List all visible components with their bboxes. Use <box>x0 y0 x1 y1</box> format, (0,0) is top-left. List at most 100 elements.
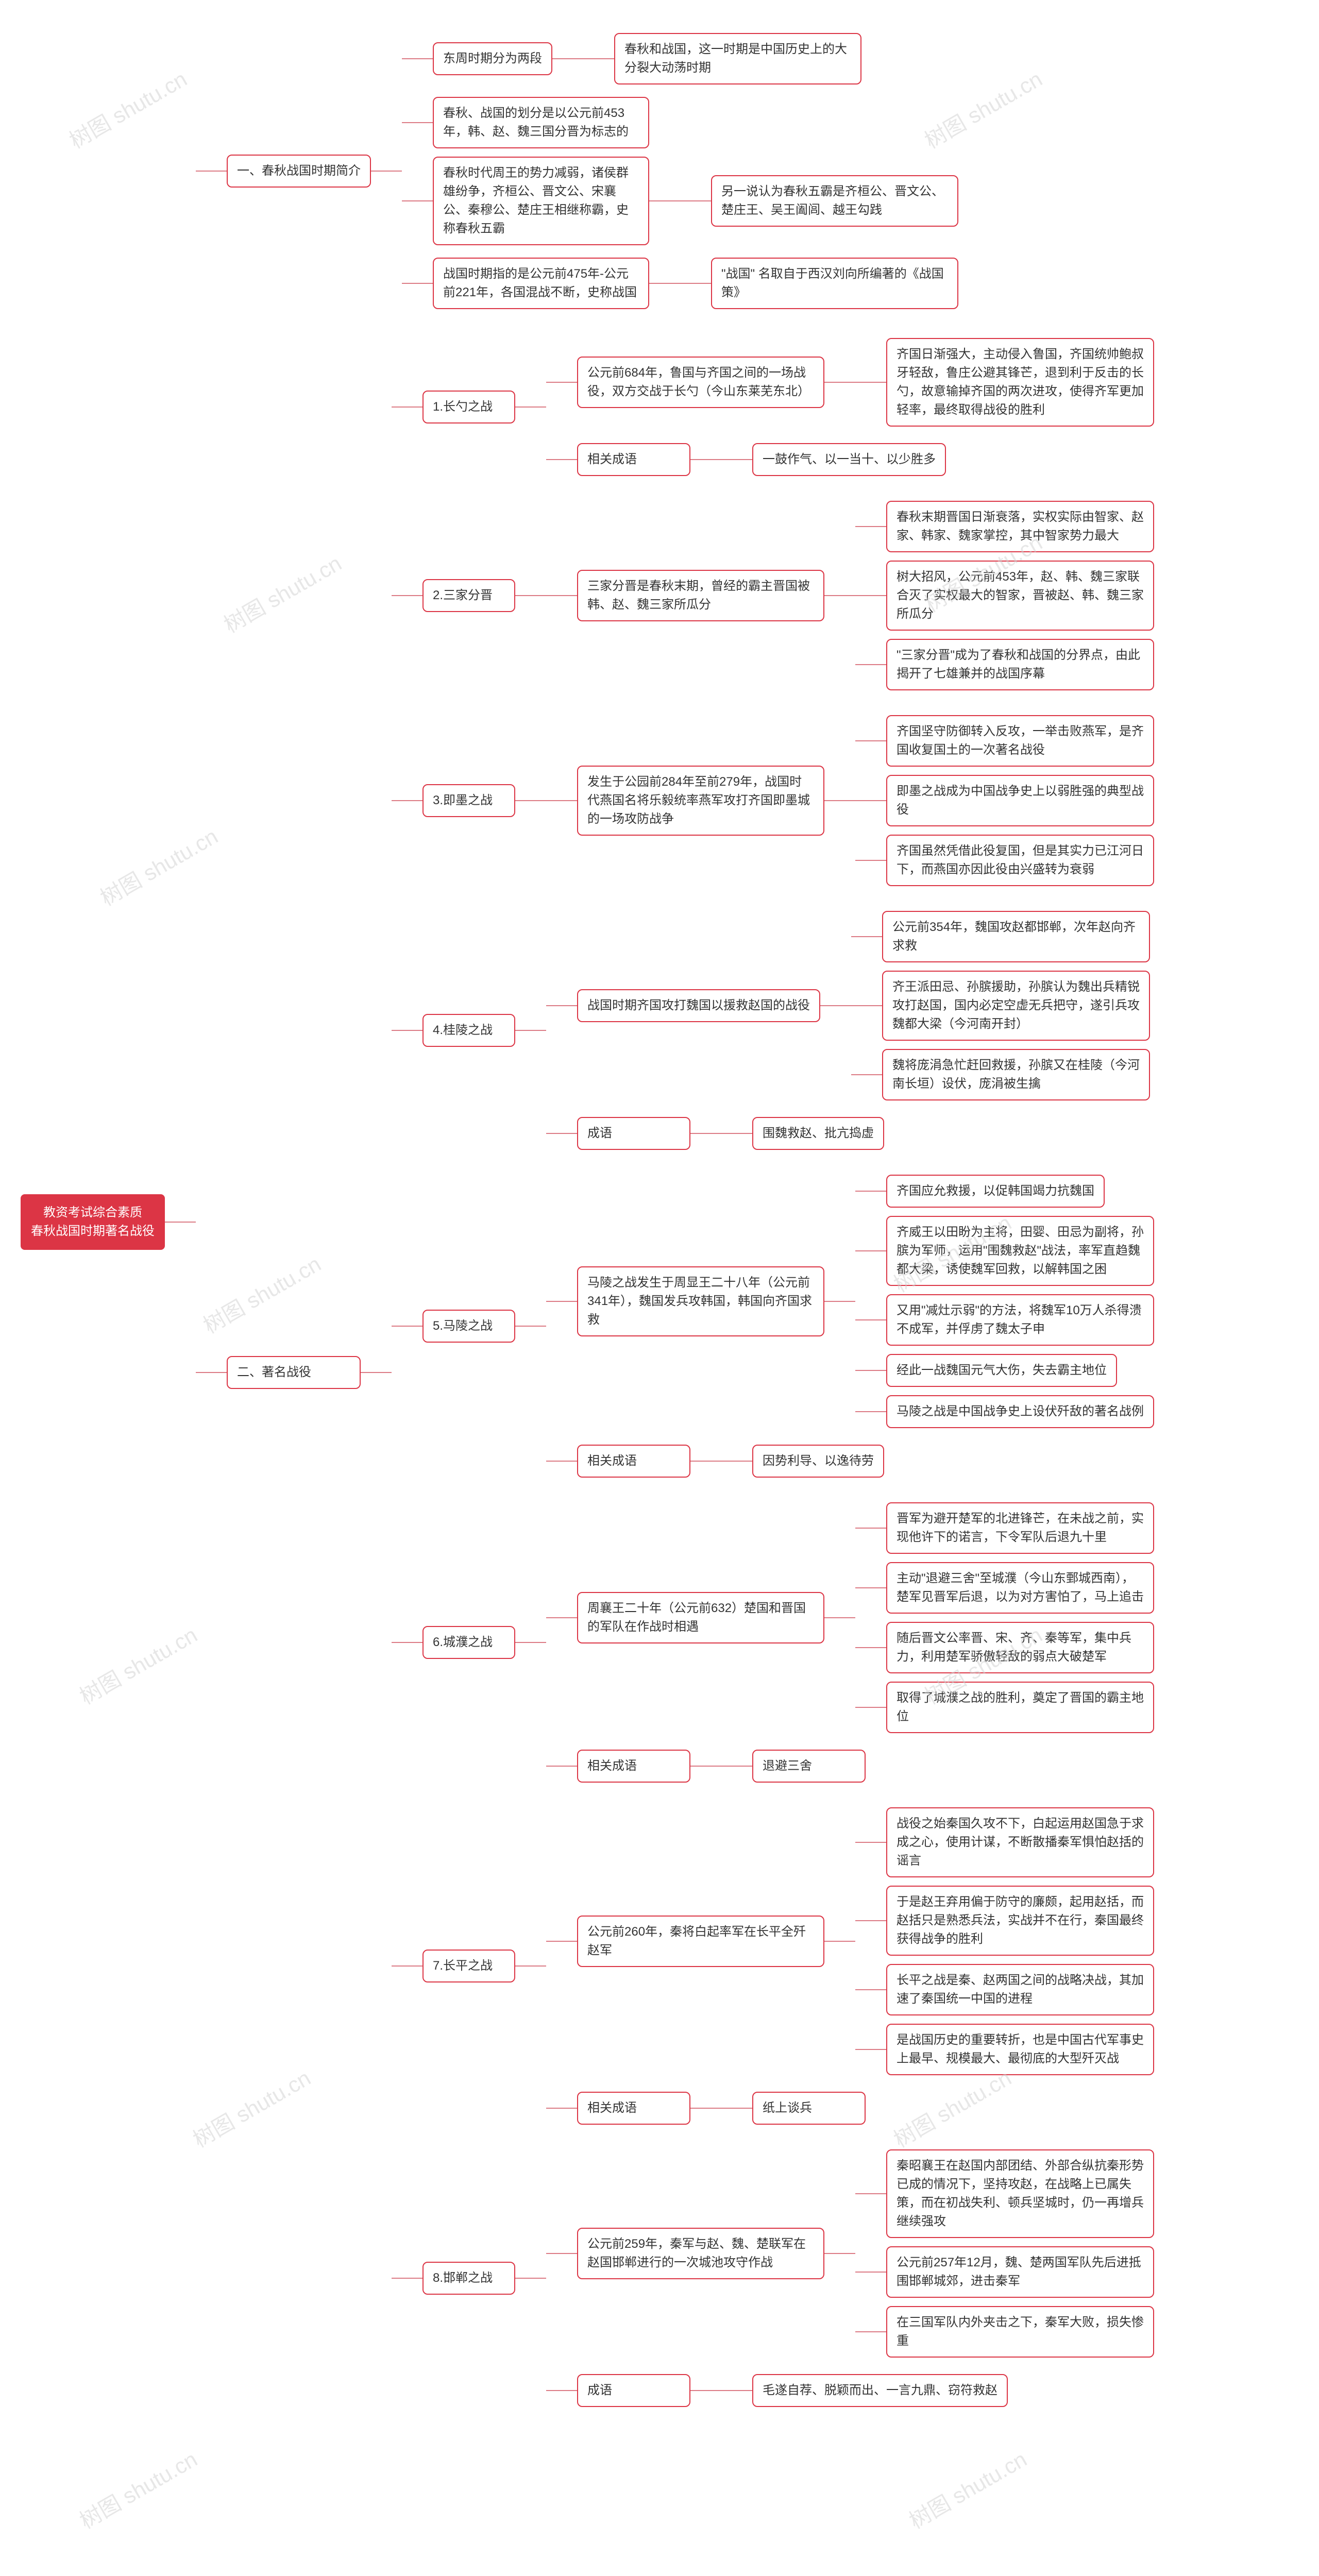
children-column: 公元前684年，鲁国与齐国之间的一场战役，双方交战于长勺（今山东莱芜东北）齐国日… <box>546 330 1154 484</box>
children-column: 围魏救赵、批亢捣虚 <box>721 1113 884 1154</box>
branch-row: 在三国军队内外夹击之下，秦军大败，损失惨重 <box>855 2306 1154 2358</box>
branch-row: 魏将庞涓急忙赶回救援，孙膑又在桂陵（今河南长垣）设伏，庞涓被生擒 <box>851 1049 1150 1100</box>
connector <box>824 595 855 596</box>
connector <box>855 1411 886 1412</box>
connector <box>649 283 680 284</box>
children-column: 秦昭襄王在赵国内部团结、外部合纵抗秦形势已成的情况下，坚持攻赵，在战略上已属失策… <box>855 2145 1154 2362</box>
children-column: 春秋末期晋国日渐衰落，实权实际由智家、赵家、韩家、魏家掌控，其中智家势力最大树大… <box>855 497 1154 694</box>
mindmap-node: 公元前260年，秦将白起率军在长平全歼赵军 <box>577 1916 824 1967</box>
children-column: 1.长勺之战公元前684年，鲁国与齐国之间的一场战役，双方交战于长勺（今山东莱芜… <box>392 326 1154 2419</box>
connector <box>515 406 546 408</box>
connector <box>855 740 886 741</box>
mindmap-node: 是战国历史的重要转折，也是中国古代军事史上最早、规模最大、最彻底的大型歼灭战 <box>886 2024 1154 2075</box>
connector <box>546 1941 577 1942</box>
connector <box>855 1707 886 1708</box>
mindmap-node: 公元前257年12月，魏、楚两国军队先后进抵围邯郸城郊，进击秦军 <box>886 2246 1154 2298</box>
mindmap-node: 春秋、战国的划分是以公元前453年，韩、赵、魏三国分晋为标志的 <box>433 97 649 148</box>
connector <box>515 1965 546 1967</box>
mindmap-node: 春秋时代周王的势力减弱，诸侯群雄纷争，齐桓公、晋文公、宋襄公、秦穆公、楚庄王相继… <box>433 157 649 245</box>
mindmap-node: 相关成语 <box>577 1750 690 1783</box>
connector <box>824 1301 855 1302</box>
branch-row: 经此一战魏国元气大伤，失去霸主地位 <box>855 1354 1154 1387</box>
branch-row: 春秋和战国，这一时期是中国历史上的大分裂大动荡时期 <box>583 33 861 84</box>
children-column: 公元前260年，秦将白起率军在长平全歼赵军战役之始秦国久攻不下，白起运用赵国急于… <box>546 1799 1154 2133</box>
connector <box>855 1989 886 1990</box>
connector <box>392 1965 422 1967</box>
connector <box>402 200 433 201</box>
connector <box>546 2390 577 2391</box>
connector <box>855 1842 886 1843</box>
connector <box>515 1642 546 1643</box>
connector <box>402 122 433 123</box>
mindmap-node: 随后晋文公率晋、宋、齐、秦等军，集中兵力，利用楚军骄傲轻敌的弱点大破楚军 <box>886 1622 1154 1673</box>
branch-row: 又用"减灶示弱"的方法，将魏军10万人杀得溃不成军，并俘虏了魏太子申 <box>855 1294 1154 1346</box>
children-column: 公元前259年，秦军与赵、魏、楚联军在赵国邯郸进行的一次城池攻守作战秦昭襄王在赵… <box>546 2141 1154 2415</box>
mindmap-node: 魏将庞涓急忙赶回救援，孙膑又在桂陵（今河南长垣）设伏，庞涓被生擒 <box>882 1049 1150 1100</box>
connector <box>851 1074 882 1075</box>
branch-row: 公元前684年，鲁国与齐国之间的一场战役，双方交战于长勺（今山东莱芜东北）齐国日… <box>546 334 1154 431</box>
branch-row: 1.长勺之战公元前684年，鲁国与齐国之间的一场战役，双方交战于长勺（今山东莱芜… <box>392 330 1154 484</box>
branch-row: 纸上谈兵 <box>721 2092 866 2125</box>
connector <box>546 2108 577 2109</box>
mindmap-node: 齐国应允救援，以促韩国竭力抗魏国 <box>886 1175 1105 1208</box>
mindmap-node: 战国时期指的是公元前475年-公元前221年，各国混战不断，史称战国 <box>433 258 649 309</box>
connector <box>546 2253 577 2254</box>
branch-row: 公元前354年，魏国攻赵都邯郸，次年赵向齐求救 <box>851 911 1150 962</box>
connector <box>690 1461 721 1462</box>
connector <box>649 200 680 201</box>
mindmap-node: 一鼓作气、以一当十、以少胜多 <box>752 443 946 476</box>
mindmap-node: 7.长平之战 <box>422 1950 515 1982</box>
branch-row: "三家分晋"成为了春秋和战国的分界点，由此揭开了七雄兼并的战国序幕 <box>855 639 1154 690</box>
connector <box>855 1250 886 1251</box>
connector <box>851 936 882 937</box>
branch-row: 7.长平之战公元前260年，秦将白起率军在长平全歼赵军战役之始秦国久攻不下，白起… <box>392 1799 1154 2133</box>
mindmap-node: 公元前684年，鲁国与齐国之间的一场战役，双方交战于长勺（今山东莱芜东北） <box>577 357 824 408</box>
branch-row: 晋军为避开楚军的北进锋芒，在未战之前，实现他许下的诺言，下令军队后退九十里 <box>855 1502 1154 1554</box>
branch-row: 战国时期齐国攻打魏国以援救赵国的战役公元前354年，魏国攻赵都邯郸，次年赵向齐求… <box>546 907 1150 1105</box>
mindmap-node: 相关成语 <box>577 2092 690 2125</box>
mindmap-node: 晋军为避开楚军的北进锋芒，在未战之前，实现他许下的诺言，下令军队后退九十里 <box>886 1502 1154 1554</box>
children-column: 发生于公园前284年至前279年，战国时代燕国名将乐毅统率燕军攻打齐国即墨城的一… <box>546 707 1154 894</box>
branch-row: 3.即墨之战发生于公园前284年至前279年，战国时代燕国名将乐毅统率燕军攻打齐… <box>392 707 1154 894</box>
connector <box>824 800 855 801</box>
connector <box>855 2331 886 2332</box>
connector <box>690 2390 721 2391</box>
connector <box>402 58 433 59</box>
mindmap-node: 齐国坚守防御转入反攻，一举击败燕军，是齐国收复国土的一次著名战役 <box>886 715 1154 767</box>
root-line2: 春秋战国时期著名战役 <box>31 1222 155 1241</box>
children-column: 晋军为避开楚军的北进锋芒，在未战之前，实现他许下的诺言，下令军队后退九十里主动"… <box>855 1498 1154 1737</box>
branch-row: 公元前260年，秦将白起率军在长平全歼赵军战役之始秦国久攻不下，白起运用赵国急于… <box>546 1803 1154 2079</box>
branch-row: 相关成语因势利导、以逸待劳 <box>546 1440 1154 1482</box>
connector <box>855 382 886 383</box>
branch-row: 齐国虽然凭借此役复国，但是其实力已江河日下，而燕国亦因此役由兴盛转为衰弱 <box>855 835 1154 886</box>
branch-row: 春秋时代周王的势力减弱，诸侯群雄纷争，齐桓公、晋文公、宋襄公、秦穆公、楚庄王相继… <box>402 157 958 245</box>
mindmap-node: 6.城濮之战 <box>422 1626 515 1659</box>
branch-row: 成语围魏救赵、批亢捣虚 <box>546 1113 1150 1154</box>
children-column: 因势利导、以逸待劳 <box>721 1440 884 1482</box>
branch-row: 秦昭襄王在赵国内部团结、外部合纵抗秦形势已成的情况下，坚持攻赵，在战略上已属失策… <box>855 2149 1154 2238</box>
branch-row: 相关成语一鼓作气、以一当十、以少胜多 <box>546 439 1154 480</box>
connector <box>402 283 433 284</box>
branch-row: 二、著名战役1.长勺之战公元前684年，鲁国与齐国之间的一场战役，双方交战于长勺… <box>196 326 1154 2419</box>
connector <box>546 459 577 460</box>
mindmap-node: "战国" 名取自于西汉刘向所编著的《战国策》 <box>711 258 958 309</box>
connector <box>546 1461 577 1462</box>
branch-row: 马陵之战是中国战争史上设伏歼敌的著名战例 <box>855 1395 1154 1428</box>
connector <box>690 1766 721 1767</box>
connector <box>855 1647 886 1648</box>
connector <box>552 58 583 59</box>
children-column: 战国时期齐国攻打魏国以援救赵国的战役公元前354年，魏国攻赵都邯郸，次年赵向齐求… <box>546 903 1150 1158</box>
children-column: 退避三舍 <box>721 1745 866 1787</box>
mindmap-node: 3.即墨之战 <box>422 784 515 817</box>
mindmap-node: 又用"减灶示弱"的方法，将魏军10万人杀得溃不成军，并俘虏了魏太子申 <box>886 1294 1154 1346</box>
mindmap-node: 齐威王以田盼为主将，田婴、田忌为副将，孙膑为军师，运用"围魏救赵"战法，率军直趋… <box>886 1216 1154 1286</box>
children-column: 东周时期分为两段春秋和战国，这一时期是中国历史上的大分裂大动荡时期春秋、战国的划… <box>402 25 958 317</box>
connector <box>855 1587 886 1588</box>
connector <box>824 382 855 383</box>
mindmap-node: 退避三舍 <box>752 1750 866 1783</box>
connector <box>824 2253 855 2254</box>
children-column: 一鼓作气、以一当十、以少胜多 <box>721 439 946 480</box>
connector <box>855 2193 886 2194</box>
mindmap-node: 公元前259年，秦军与赵、魏、楚联军在赵国邯郸进行的一次城池攻守作战 <box>577 2228 824 2279</box>
mindmap-node: 在三国军队内外夹击之下，秦军大败，损失惨重 <box>886 2306 1154 2358</box>
